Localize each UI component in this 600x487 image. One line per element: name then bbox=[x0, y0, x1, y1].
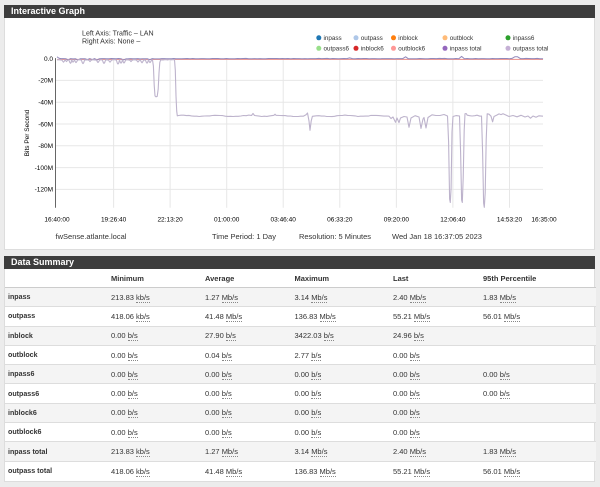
svg-text:01:00:00: 01:00:00 bbox=[214, 217, 240, 224]
svg-text:outblock6: outblock6 bbox=[398, 46, 425, 53]
svg-text:09:20:00: 09:20:00 bbox=[384, 217, 410, 224]
svg-text:outpass total: outpass total bbox=[513, 46, 549, 53]
svg-text:0.0: 0.0 bbox=[44, 56, 53, 63]
svg-text:16:35:00: 16:35:00 bbox=[531, 217, 557, 224]
svg-text:Bits Per Second: Bits Per Second bbox=[24, 109, 31, 156]
svg-text:19:26:40: 19:26:40 bbox=[101, 217, 127, 224]
svg-text:12:06:40: 12:06:40 bbox=[440, 217, 466, 224]
svg-text:Wed Jan 18 16:37:05 2023: Wed Jan 18 16:37:05 2023 bbox=[392, 232, 482, 241]
svg-text:-60M: -60M bbox=[38, 121, 53, 128]
svg-text:inblock: inblock bbox=[398, 35, 418, 42]
svg-text:06:33:20: 06:33:20 bbox=[327, 217, 353, 224]
svg-text:inpass total: inpass total bbox=[450, 46, 482, 53]
svg-text:22:13:20: 22:13:20 bbox=[157, 217, 183, 224]
svg-text:14:53:20: 14:53:20 bbox=[497, 217, 523, 224]
svg-text:-120M: -120M bbox=[35, 187, 53, 194]
svg-text:outpass: outpass bbox=[361, 35, 383, 42]
svg-text:-20M: -20M bbox=[38, 78, 53, 85]
svg-text:Left Axis: Traffic – LAN: Left Axis: Traffic – LAN bbox=[82, 29, 154, 37]
svg-text:inblock6: inblock6 bbox=[361, 46, 385, 53]
svg-text:-100M: -100M bbox=[35, 165, 53, 172]
svg-text:inpass6: inpass6 bbox=[513, 35, 535, 42]
svg-text:fwSense.atlante.local: fwSense.atlante.local bbox=[56, 232, 127, 241]
svg-text:Time Period: 1 Day: Time Period: 1 Day bbox=[212, 232, 276, 241]
svg-text:03:46:40: 03:46:40 bbox=[271, 217, 297, 224]
svg-text:16:40:00: 16:40:00 bbox=[44, 217, 70, 224]
svg-text:outblock: outblock bbox=[450, 35, 474, 42]
svg-text:outpass6: outpass6 bbox=[324, 46, 350, 53]
svg-text:inpass: inpass bbox=[324, 35, 342, 42]
svg-text:Resolution: 5 Minutes: Resolution: 5 Minutes bbox=[299, 232, 371, 241]
svg-text:-80M: -80M bbox=[38, 143, 53, 150]
svg-text:Right Axis: None –: Right Axis: None – bbox=[82, 38, 140, 46]
svg-text:-40M: -40M bbox=[38, 100, 53, 107]
